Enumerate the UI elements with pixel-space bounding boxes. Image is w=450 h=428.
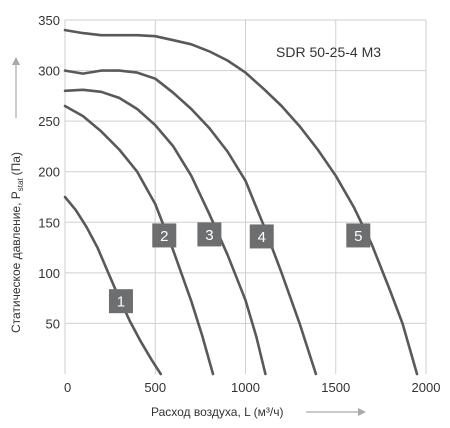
x-tick-label-500: 500	[144, 380, 166, 395]
curve-badge-box-2	[152, 223, 177, 248]
curve-badge-label-2: 2	[160, 228, 168, 245]
x-tick-labels: 0 500 1000 1500 2000	[64, 380, 440, 395]
curve-badge-label-4: 4	[258, 229, 266, 246]
curve-badge-label-5: 5	[354, 228, 362, 245]
y-tick-label-50: 50	[46, 316, 60, 331]
y-tick-label-300: 300	[38, 64, 60, 79]
curve-badge-5: 5	[346, 223, 371, 248]
curve-labels: 1 2 3 4 5	[108, 222, 371, 314]
curve-badge-box-5	[346, 223, 371, 248]
curve-3	[63, 88, 267, 376]
curve-badge-3: 3	[197, 222, 222, 247]
curve-4	[63, 69, 318, 376]
curve-5	[63, 28, 419, 376]
y-tick-label-200: 200	[38, 165, 60, 180]
x-axis-title: Расход воздуха, L (м³/ч)	[151, 405, 284, 419]
curve-1	[63, 195, 162, 376]
y-axis-arrowhead	[12, 57, 20, 65]
x-tick-label-2000: 2000	[412, 380, 441, 395]
curve-badge-2: 2	[152, 223, 177, 248]
performance-curves	[63, 28, 419, 376]
x-tick-label-1500: 1500	[321, 380, 350, 395]
y-tick-label-350: 350	[38, 13, 60, 28]
y-axis-title-main: Статическое давление, P	[9, 191, 23, 333]
curve-badge-label-3: 3	[205, 227, 213, 244]
x-tick-label-1000: 1000	[231, 380, 260, 395]
y-tick-label-250: 250	[38, 114, 60, 129]
y-tick-label-150: 150	[38, 215, 60, 230]
curve-badge-1: 1	[108, 289, 133, 314]
y-tick-labels: 50 100 150 200 250 300 350	[38, 13, 60, 331]
curve-2	[63, 104, 215, 376]
curve-badge-box-3	[197, 222, 222, 247]
y-axis-title-sub: stat	[16, 178, 25, 192]
x-axis-arrowhead	[358, 408, 366, 416]
curve-badge-4: 4	[249, 224, 274, 249]
y-axis-title: Статическое давление, Pstat (Па)	[9, 152, 25, 333]
curve-badge-box-1	[108, 289, 133, 314]
y-axis-title-unit: (Па)	[9, 152, 23, 175]
y-tick-label-100: 100	[38, 266, 60, 281]
curve-badge-label-1: 1	[117, 294, 125, 311]
x-tick-label-0: 0	[64, 380, 71, 395]
curve-badge-box-4	[249, 224, 274, 249]
chart-title: SDR 50-25-4 M3	[276, 44, 381, 60]
